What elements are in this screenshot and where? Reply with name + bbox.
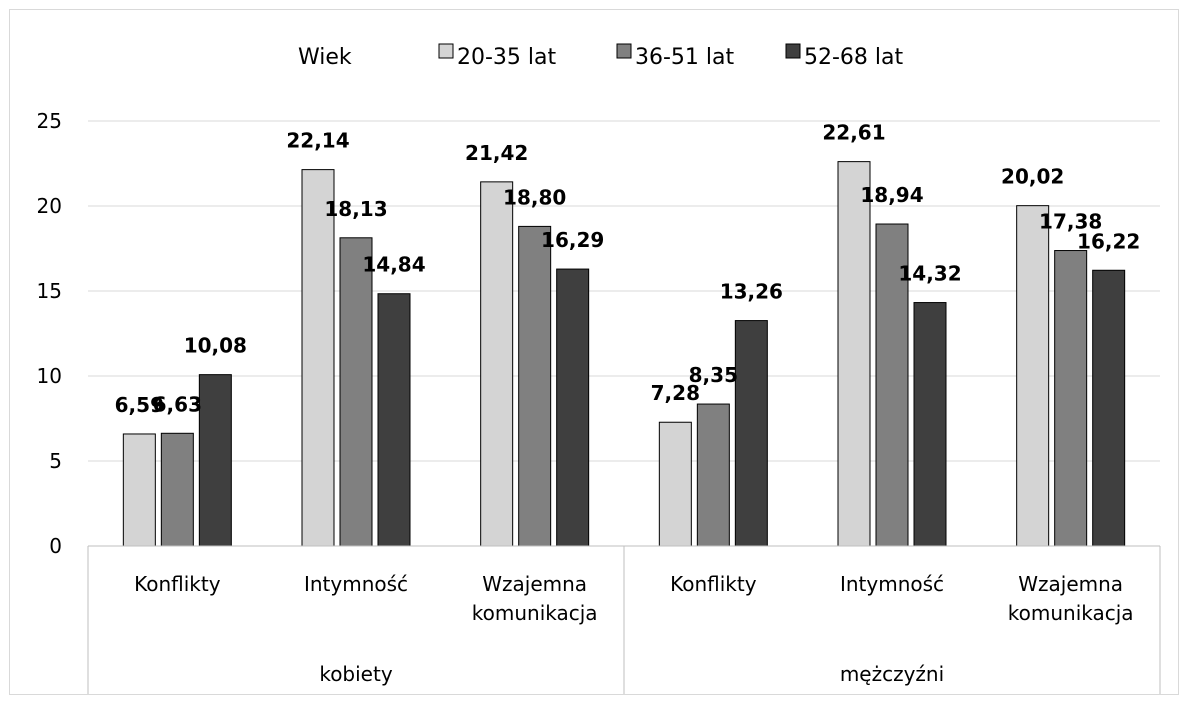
y-tick-label: 5 xyxy=(49,449,62,473)
bars xyxy=(122,161,1126,547)
x-category-label: Konflikty xyxy=(134,572,221,596)
bar xyxy=(1092,269,1126,547)
bar xyxy=(301,169,335,547)
bar xyxy=(1016,205,1050,547)
bar xyxy=(837,161,871,547)
y-tick-label: 10 xyxy=(37,364,62,388)
data-label: 6,59 xyxy=(115,393,164,417)
bar xyxy=(658,421,692,547)
data-label: 18,80 xyxy=(503,185,566,209)
data-label: 14,84 xyxy=(362,253,425,277)
bar xyxy=(913,302,947,547)
data-label: 17,38 xyxy=(1039,210,1102,234)
chart-frame xyxy=(9,9,1179,695)
bar xyxy=(1054,250,1088,547)
y-tick-label: 25 xyxy=(37,109,62,133)
bar xyxy=(734,320,768,547)
data-label: 18,94 xyxy=(860,183,923,207)
legend-swatch xyxy=(616,43,632,59)
data-label: 6,63 xyxy=(153,392,202,416)
legend-swatch xyxy=(785,43,801,59)
bar xyxy=(160,432,194,547)
y-axis-ticks: 0 5 10 15 20 25 xyxy=(37,109,62,558)
data-label: 16,22 xyxy=(1077,229,1140,253)
legend-swatch xyxy=(438,43,454,59)
bar xyxy=(339,237,373,547)
data-label: 10,08 xyxy=(184,334,247,358)
x-category-label: komunikacja xyxy=(472,601,598,625)
legend-label: 36-51 lat xyxy=(635,45,735,70)
data-label: 8,35 xyxy=(689,363,738,387)
bar xyxy=(198,374,232,547)
x-category-label: Intymność xyxy=(304,572,408,596)
data-label: 21,42 xyxy=(465,141,528,165)
y-tick-label: 20 xyxy=(37,194,62,218)
x-category-label: Intymność xyxy=(840,572,944,596)
data-labels: 6,596,63 10,08 22,14 18,13 14,84 21,42 18,80 16… xyxy=(115,121,1141,417)
group-label: mężczyźni xyxy=(840,662,944,686)
data-label: 22,14 xyxy=(286,129,349,153)
x-category-label: Wzajemna xyxy=(482,572,587,596)
bar xyxy=(556,268,590,547)
x-category-label: komunikacja xyxy=(1008,601,1134,625)
y-tick-label: 0 xyxy=(49,534,62,558)
bar xyxy=(696,403,730,547)
bar xyxy=(377,293,411,547)
bar xyxy=(875,223,909,547)
group-label: kobiety xyxy=(319,662,393,686)
data-label: 13,26 xyxy=(720,280,783,304)
data-label: 22,61 xyxy=(822,121,885,145)
data-label: 7,28 xyxy=(651,381,700,405)
data-label: 18,13 xyxy=(324,197,387,221)
legend-label: 20-35 lat xyxy=(457,45,557,70)
x-axis: Konflikty Intymność Wzajemna komunikacja Kon… xyxy=(87,545,1161,694)
x-category-label: Wzajemna xyxy=(1018,572,1123,596)
y-tick-label: 15 xyxy=(37,279,62,303)
x-category-label: Konflikty xyxy=(670,572,757,596)
bar xyxy=(518,225,552,547)
data-label: 14,32 xyxy=(898,262,961,286)
bar xyxy=(122,433,156,547)
legend-label: 52-68 lat xyxy=(804,45,904,70)
bar xyxy=(480,181,514,547)
data-label: 16,29 xyxy=(541,228,604,252)
legend: Wiek 20-35 lat 36-51 lat 52-68 lat xyxy=(298,43,904,70)
data-label: 20,02 xyxy=(1001,165,1064,189)
legend-title: Wiek xyxy=(298,45,352,70)
gridlines xyxy=(88,120,1160,462)
